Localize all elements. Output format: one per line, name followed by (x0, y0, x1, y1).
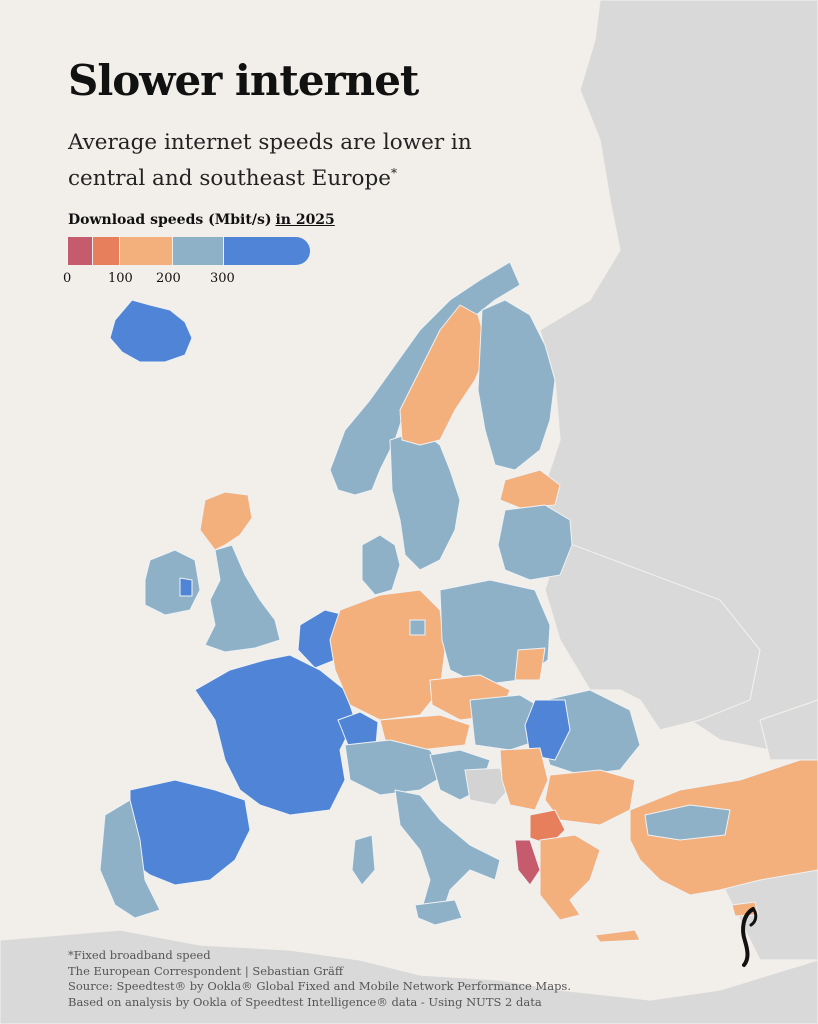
footer-notes: *Fixed broadband speed The European Corr… (68, 948, 571, 1010)
footnote: *Fixed broadband speed (68, 948, 211, 962)
legend-swatch-300+ (224, 237, 310, 265)
poland-east (514, 647, 546, 681)
greece (539, 834, 601, 921)
iceland (109, 299, 193, 363)
legend-color-scale (68, 237, 310, 265)
source-line: Source: Speedtest® by Ookla® Global Fixe… (68, 979, 571, 993)
chart-subtitle: Average internet speeds are lower in cen… (68, 130, 472, 192)
portugal-spain-west (99, 799, 161, 919)
turkey-istanbul (644, 804, 731, 841)
legend-swatch-100-200 (120, 237, 174, 265)
caucasus-land (759, 699, 818, 761)
albania-greece-west (514, 839, 541, 886)
ireland-dublin (179, 577, 193, 597)
legend-swatch-50-100 (92, 237, 121, 265)
spain-east (129, 779, 251, 886)
crete (594, 929, 641, 943)
romania-bucharest (524, 699, 571, 761)
analysis-line: Based on analysis by Ookla of Speedtest … (68, 994, 542, 1009)
france (194, 654, 356, 816)
finland-south (499, 469, 561, 509)
austria-slovakia (379, 714, 471, 751)
ireland (144, 549, 201, 616)
uk (204, 544, 281, 653)
estonia-latvia (497, 504, 573, 581)
sardinia (351, 834, 376, 886)
legend-ticks: 0 100 200 300 (0, 271, 400, 291)
legend-tick-label: 300 (210, 271, 235, 286)
serbia (499, 747, 549, 811)
brand-logo-icon (741, 907, 758, 967)
legend-tick-label: 0 (63, 271, 72, 286)
germany-berlin (409, 619, 426, 636)
belarus-ukraine-land (544, 539, 761, 731)
sweden-south (389, 429, 461, 571)
scotland (199, 491, 253, 551)
sicily (414, 899, 463, 926)
finland (477, 299, 556, 471)
bulgaria (544, 769, 636, 826)
subtitle-footnote-mark: * (390, 166, 397, 180)
legend-swatch-0-50 (68, 237, 93, 265)
legend-tick-label: 200 (156, 271, 181, 286)
denmark (361, 534, 401, 596)
italy (394, 789, 501, 921)
bosnia (464, 767, 509, 806)
region-shapes (99, 261, 818, 943)
legend-title: Download speeds (Mbit/s) in 2025 (68, 212, 335, 228)
legend-swatch-200-300 (173, 237, 225, 265)
credit-line: The European Correspondent | Sebastian G… (68, 963, 344, 978)
chart-title: Slower internet (68, 56, 419, 105)
legend-year-label: in 2025 (275, 212, 335, 228)
italy-north (344, 739, 446, 796)
north-africa-land (0, 929, 818, 1024)
legend-tick-label: 100 (108, 271, 133, 286)
